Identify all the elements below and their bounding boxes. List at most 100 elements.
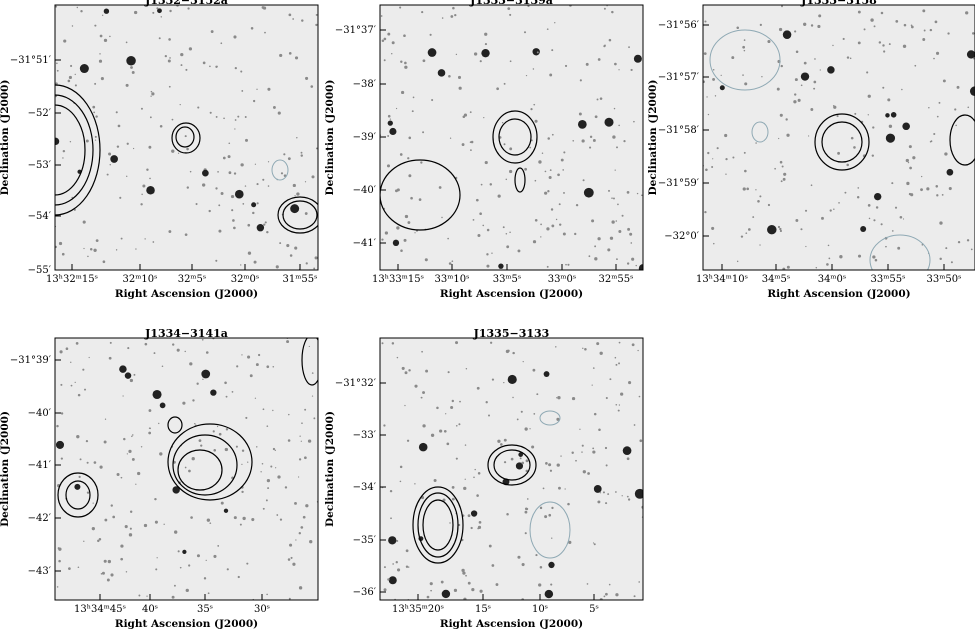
star xyxy=(98,59,103,63)
star xyxy=(169,9,172,13)
star xyxy=(604,446,608,450)
star xyxy=(616,146,618,149)
star xyxy=(509,147,513,151)
star xyxy=(867,94,871,98)
contour xyxy=(65,480,91,510)
star xyxy=(891,182,894,185)
star xyxy=(201,369,211,379)
star xyxy=(920,175,923,178)
star xyxy=(295,539,297,541)
star xyxy=(469,111,472,114)
star xyxy=(503,438,507,442)
star xyxy=(265,499,268,502)
star xyxy=(305,262,308,265)
star xyxy=(885,113,890,118)
contour xyxy=(751,121,769,143)
star xyxy=(743,151,746,154)
star xyxy=(126,453,128,455)
star xyxy=(127,347,130,350)
star xyxy=(933,132,936,136)
star xyxy=(807,135,810,137)
star xyxy=(452,6,455,10)
star xyxy=(256,88,258,90)
star xyxy=(732,156,735,159)
star xyxy=(926,187,930,191)
star xyxy=(509,231,511,233)
star xyxy=(274,449,276,452)
star xyxy=(967,106,970,109)
star xyxy=(97,539,100,543)
star xyxy=(857,187,860,189)
star xyxy=(857,254,862,258)
star xyxy=(467,581,471,585)
star xyxy=(556,463,560,467)
star xyxy=(70,361,72,364)
star xyxy=(555,346,557,348)
star xyxy=(220,501,224,505)
star xyxy=(380,15,383,17)
star xyxy=(388,536,397,545)
star xyxy=(506,513,509,516)
star xyxy=(289,254,293,257)
star xyxy=(548,561,555,569)
star xyxy=(631,343,635,347)
star xyxy=(279,53,283,58)
star xyxy=(441,17,444,19)
star xyxy=(805,245,807,248)
y-tick-label: −55′ xyxy=(28,265,52,276)
star xyxy=(57,547,60,550)
y-tick-label: −31°39′ xyxy=(10,355,52,366)
star xyxy=(794,93,797,96)
star xyxy=(920,188,923,192)
contour xyxy=(55,94,94,206)
y-axis-label: Declination (J2000) xyxy=(0,80,11,196)
star xyxy=(525,459,529,463)
star xyxy=(421,10,424,14)
star xyxy=(704,20,707,23)
star xyxy=(544,589,554,599)
star xyxy=(103,440,107,444)
star xyxy=(209,522,212,525)
star xyxy=(971,32,975,35)
y-axis-label: Declination (J2000) xyxy=(324,411,336,527)
x-tick-label: 32ᵐ10ˢ xyxy=(123,274,158,285)
star xyxy=(939,257,942,261)
star xyxy=(583,187,594,198)
star xyxy=(505,178,508,181)
star xyxy=(510,457,514,461)
x-tick-label: 32ᵐ0ˢ xyxy=(231,274,260,285)
star xyxy=(427,48,437,57)
star xyxy=(767,224,777,235)
star xyxy=(242,516,246,521)
star xyxy=(599,97,603,100)
star xyxy=(594,115,598,119)
star xyxy=(159,402,166,409)
star xyxy=(551,49,554,52)
star xyxy=(970,248,973,251)
star xyxy=(551,133,554,136)
contour xyxy=(417,492,459,558)
star xyxy=(956,85,960,89)
star xyxy=(387,32,391,36)
star xyxy=(171,595,175,599)
star xyxy=(903,23,907,27)
star xyxy=(503,461,507,464)
star xyxy=(218,204,221,207)
star xyxy=(203,577,207,580)
star xyxy=(102,260,106,264)
star xyxy=(411,110,414,113)
star xyxy=(550,208,554,211)
star xyxy=(233,226,236,230)
star xyxy=(618,124,620,127)
star xyxy=(544,515,548,519)
contour xyxy=(422,499,454,551)
contour xyxy=(55,84,101,216)
panel-title: J1335−3133 xyxy=(473,327,550,340)
star xyxy=(267,185,270,187)
star xyxy=(437,69,446,77)
star xyxy=(433,479,437,483)
star xyxy=(408,136,412,140)
star xyxy=(74,84,77,87)
star xyxy=(135,248,137,250)
star xyxy=(575,203,579,207)
